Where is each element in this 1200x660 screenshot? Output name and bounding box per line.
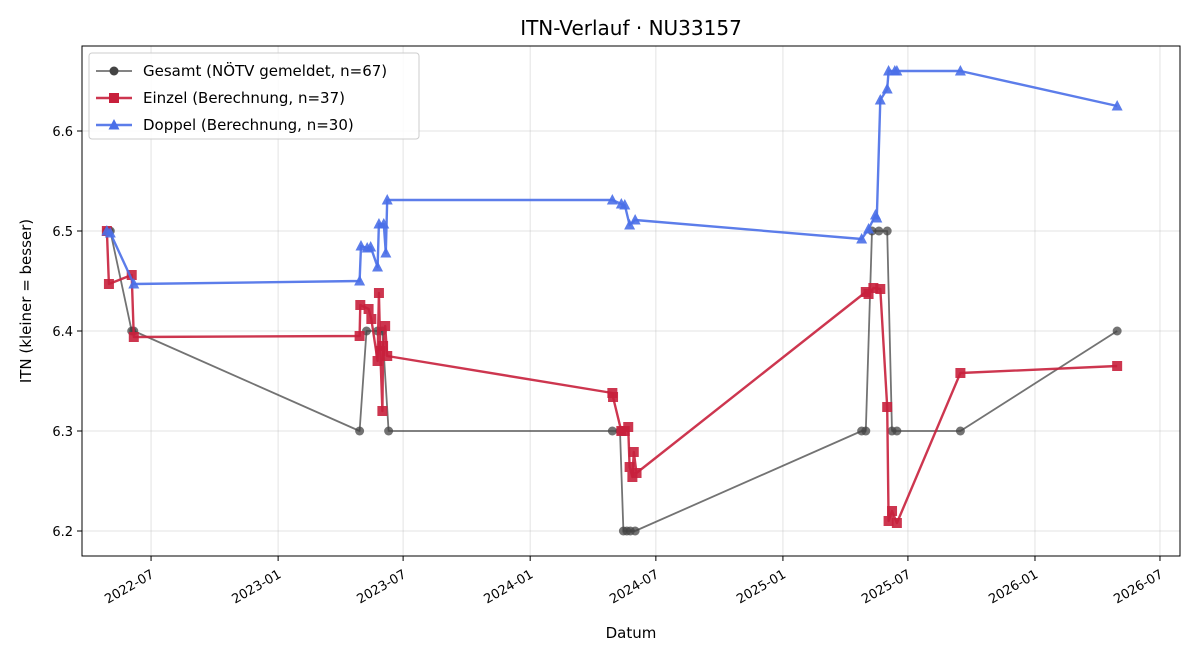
data-point-einzel bbox=[103, 279, 114, 289]
legend-marker-einzel bbox=[109, 93, 119, 103]
legend-marker-gesamt bbox=[109, 66, 119, 76]
y-tick-label: 6.6 bbox=[52, 125, 73, 140]
legend-item-gesamt: Gesamt (NÖTV gemeldet, n=67) bbox=[96, 61, 387, 80]
data-point-doppel bbox=[104, 227, 116, 238]
data-point-doppel bbox=[354, 275, 366, 286]
series-einzel bbox=[101, 226, 1123, 528]
data-point-einzel bbox=[1112, 361, 1123, 371]
data-point-einzel bbox=[623, 422, 634, 432]
data-point-gesamt bbox=[955, 426, 965, 436]
data-point-einzel bbox=[377, 406, 388, 416]
data-point-einzel bbox=[631, 468, 642, 478]
y-tick-label: 6.5 bbox=[52, 225, 73, 240]
y-tick-label: 6.3 bbox=[52, 425, 73, 440]
data-point-doppel bbox=[619, 199, 631, 210]
data-point-gesamt bbox=[892, 426, 902, 436]
data-point-doppel bbox=[624, 219, 636, 230]
data-point-einzel bbox=[126, 270, 137, 280]
data-point-doppel bbox=[378, 218, 390, 229]
series-doppel bbox=[101, 65, 1123, 289]
data-point-einzel bbox=[363, 304, 374, 314]
data-point-doppel bbox=[381, 194, 393, 205]
data-point-einzel bbox=[882, 402, 893, 412]
data-point-doppel bbox=[881, 83, 893, 94]
data-point-einzel bbox=[628, 447, 639, 457]
data-point-gesamt bbox=[607, 426, 617, 436]
data-point-einzel bbox=[883, 516, 894, 526]
legend-marker-doppel bbox=[108, 119, 120, 130]
data-point-einzel bbox=[624, 462, 635, 472]
legend-item-einzel: Einzel (Berechnung, n=37) bbox=[96, 89, 345, 107]
data-point-einzel bbox=[128, 332, 139, 342]
data-point-einzel bbox=[875, 284, 886, 294]
data-point-einzel bbox=[955, 368, 966, 378]
legend: Gesamt (NÖTV gemeldet, n=67) Einzel (Bere… bbox=[88, 52, 420, 140]
legend-label-gesamt: Gesamt (NÖTV gemeldet, n=67) bbox=[143, 61, 387, 80]
data-point-einzel bbox=[868, 283, 879, 293]
data-point-doppel bbox=[871, 212, 883, 223]
legend-label-einzel: Einzel (Berechnung, n=37) bbox=[143, 89, 345, 107]
y-tick-label: 6.4 bbox=[52, 325, 73, 340]
data-point-einzel bbox=[608, 392, 619, 402]
data-point-doppel bbox=[954, 65, 966, 76]
data-point-einzel bbox=[355, 300, 366, 310]
data-point-doppel bbox=[606, 194, 618, 205]
legend-label-doppel: Doppel (Berechnung, n=30) bbox=[143, 116, 354, 134]
data-point-doppel bbox=[365, 241, 377, 252]
y-tick-label: 6.2 bbox=[52, 525, 73, 540]
data-point-doppel bbox=[372, 261, 384, 272]
data-point-doppel bbox=[629, 214, 641, 225]
series-layer bbox=[101, 65, 1123, 536]
data-point-gesamt bbox=[861, 426, 871, 436]
data-point-einzel bbox=[378, 341, 389, 351]
data-point-doppel bbox=[863, 223, 875, 234]
data-point-doppel bbox=[856, 233, 868, 244]
data-point-einzel bbox=[382, 351, 393, 361]
x-axis-label: Datum bbox=[606, 624, 657, 642]
data-point-gesamt bbox=[630, 526, 640, 536]
data-point-doppel bbox=[128, 278, 140, 289]
legend-box bbox=[88, 52, 420, 140]
plot-frame bbox=[81, 45, 1181, 557]
chart-title: ITN-Verlauf · NU33157 bbox=[520, 16, 742, 40]
data-point-doppel bbox=[1111, 100, 1123, 111]
y-axis-label: ITN (kleiner = besser) bbox=[17, 219, 35, 383]
data-point-einzel bbox=[891, 518, 902, 528]
data-point-doppel bbox=[380, 247, 392, 258]
data-point-gesamt bbox=[874, 226, 884, 236]
legend-item-doppel: Doppel (Berechnung, n=30) bbox=[96, 116, 354, 134]
data-point-einzel bbox=[354, 331, 365, 341]
data-point-einzel bbox=[380, 321, 391, 331]
data-point-einzel bbox=[373, 288, 384, 298]
data-point-doppel bbox=[874, 94, 886, 105]
data-point-gesamt bbox=[355, 426, 365, 436]
data-point-gesamt bbox=[882, 226, 892, 236]
data-point-doppel bbox=[355, 240, 367, 251]
data-point-einzel bbox=[366, 314, 377, 324]
data-point-einzel bbox=[863, 289, 874, 299]
data-point-doppel bbox=[891, 65, 903, 76]
data-point-gesamt bbox=[1112, 326, 1122, 336]
data-point-einzel bbox=[372, 356, 383, 366]
data-point-einzel bbox=[887, 506, 898, 516]
data-point-gesamt bbox=[384, 426, 394, 436]
